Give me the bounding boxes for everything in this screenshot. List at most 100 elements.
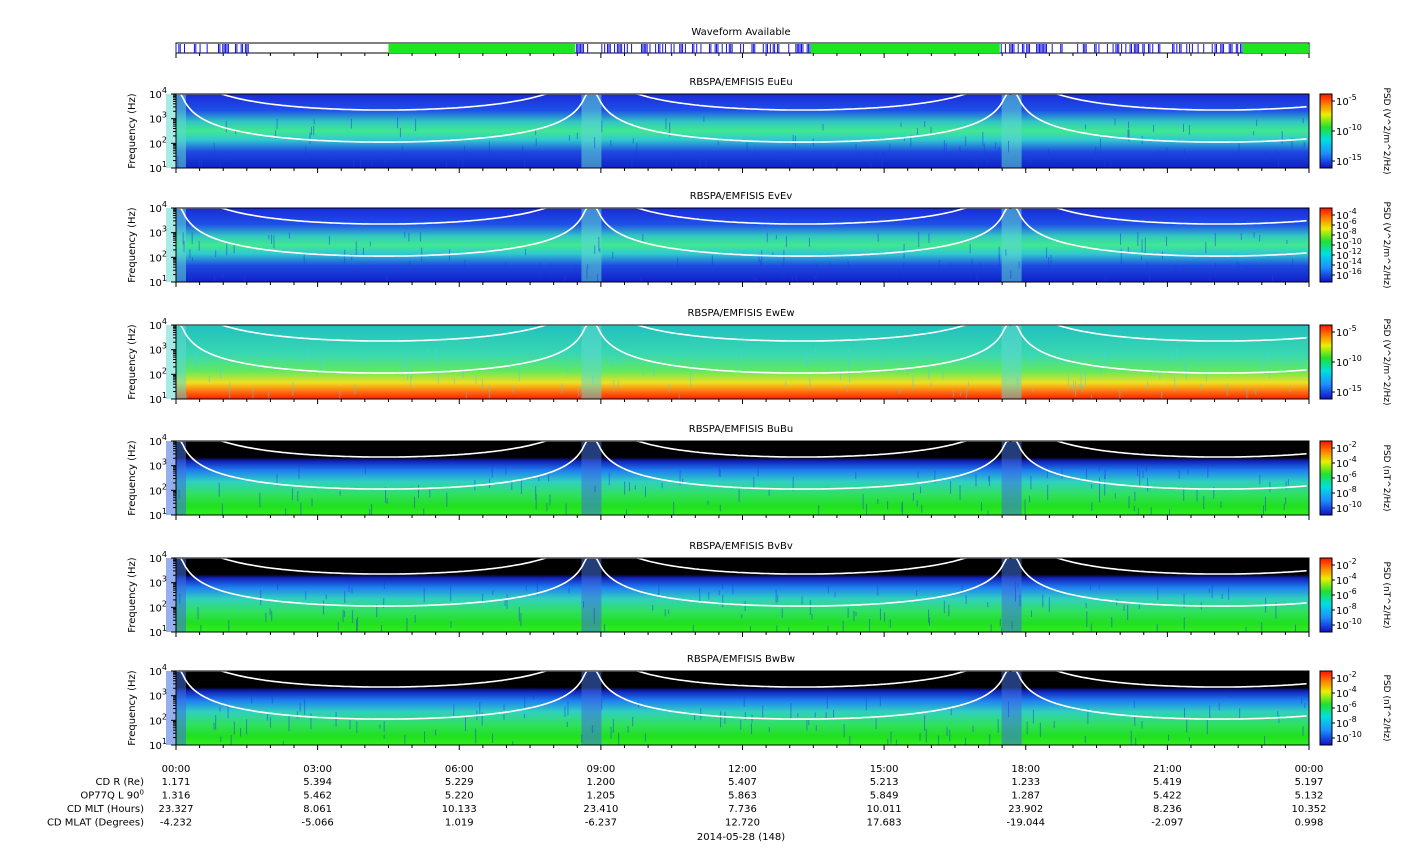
cyclotron-lines: [176, 670, 1307, 720]
y-tick-label: 102: [149, 249, 167, 264]
date-label: 2014-05-28 (148): [697, 832, 785, 843]
ephemeris-value: 10.352: [1292, 804, 1327, 815]
cyclotron-arc: [1011, 440, 1307, 458]
cyclotron-arc: [176, 207, 592, 225]
ephemeris-value: 1.019: [445, 818, 474, 829]
time-tick-label: 09:00: [586, 764, 615, 775]
y-tick-label: 101: [149, 507, 167, 522]
cyclotron-arc: [176, 324, 592, 342]
colorbar-tick-label: 10-8: [1336, 485, 1357, 500]
ephemeris-value: 23.327: [159, 804, 194, 815]
ephemeris-value: 1.233: [1011, 777, 1040, 788]
panel-5: RBSPA/EMFISIS BvBv 101 102 103 104 Frequency …: [127, 541, 1391, 639]
ephemeris-value: 1.171: [162, 777, 191, 788]
spectrogram-texture: [182, 231, 1294, 282]
ephemeris-value: 12.720: [725, 818, 760, 829]
y-tick-label: 103: [149, 111, 167, 126]
cyclotron-lines: [176, 324, 1307, 374]
colorbar-tick-label: 10-10: [1336, 730, 1362, 745]
perigee-band: [581, 558, 602, 632]
ephemeris-row-label: OP77Q L 900: [80, 789, 144, 802]
time-tick-label: 00:00: [162, 764, 191, 775]
panel-title: RBSPA/EMFISIS BuBu: [689, 424, 793, 435]
perigee-band: [1001, 94, 1022, 168]
y-tick-label: 104: [149, 663, 167, 678]
ephemeris-value: 17.683: [867, 818, 902, 829]
colorbar-tick-label: 10-2: [1336, 557, 1357, 572]
cyclotron-arc: [591, 324, 1010, 342]
time-tick-label: 12:00: [728, 764, 757, 775]
ephemeris-value: 5.132: [1295, 791, 1324, 802]
colorbar-label: PSD (nT^2/Hz): [1381, 562, 1391, 629]
time-tick-label: 00:00: [1295, 764, 1324, 775]
cyclotron-arc: [1011, 93, 1307, 111]
cyclotron-arc: [1011, 324, 1307, 342]
y-tick-label: 104: [149, 200, 167, 215]
time-axis: 00:00 03:00 06:00 09:00 12:00 15:00 18:00 21:00…: [162, 764, 1324, 775]
colorbar: [1319, 93, 1333, 169]
cyclotron-arc: [176, 93, 592, 143]
waveform-title: Waveform Available: [691, 27, 790, 38]
ephemeris-value: -5.066: [302, 818, 334, 829]
y-axis-label: Frequency (Hz): [127, 440, 138, 516]
cyclotron-arc: [176, 440, 592, 490]
panel-3: RBSPA/EMFISIS EwEw 101 102 103 104 Frequency …: [127, 308, 1391, 406]
cyclotron-arc: [176, 670, 592, 720]
ephemeris-value: 1.200: [587, 777, 616, 788]
colorbar-tick-label: 10-10: [1336, 500, 1362, 515]
colorbar: [1319, 324, 1333, 400]
ephemeris-value: 10.011: [867, 804, 902, 815]
cyclotron-arc: [1011, 440, 1307, 490]
y-tick-label: 102: [149, 599, 167, 614]
ephemeris-value: 10.133: [442, 804, 477, 815]
cyclotron-arc: [176, 440, 592, 458]
y-tick-label: 101: [149, 160, 167, 175]
colorbar-tick-label: 10-10: [1336, 354, 1362, 369]
y-tick-label: 103: [149, 575, 167, 590]
spectrogram-image: [176, 441, 1309, 515]
panel-title: RBSPA/EMFISIS EvEv: [690, 191, 793, 202]
ephemeris-value: -4.232: [160, 818, 192, 829]
waveform-continuous-segment: [388, 44, 575, 53]
ephemeris-value: 5.407: [728, 777, 757, 788]
cyclotron-arc: [176, 93, 592, 111]
ephemeris-value: 5.422: [1153, 791, 1182, 802]
colorbar-tick-label: 10-5: [1336, 324, 1357, 339]
ephemeris-value: 1.316: [162, 791, 191, 802]
colorbar-tick-label: 10-6: [1336, 470, 1357, 485]
cyclotron-arc: [591, 207, 1010, 225]
y-tick-label: 101: [149, 737, 167, 752]
ephemeris-value: 5.394: [303, 777, 332, 788]
colorbar-label: PSD (V^2/m^2/Hz): [1381, 319, 1391, 406]
colorbar-tick-label: 10-15: [1336, 384, 1362, 399]
y-tick-label: 102: [149, 712, 167, 727]
time-tick-label: 18:00: [1011, 764, 1040, 775]
colorbar-tick-label: 10-4: [1336, 207, 1357, 222]
perigee-band: [581, 94, 602, 168]
perigee-band: [581, 671, 602, 745]
y-tick-label: 102: [149, 366, 167, 381]
cyclotron-arc: [1011, 207, 1307, 257]
y-tick-label: 103: [149, 688, 167, 703]
colorbar-tick-label: 10-14: [1336, 257, 1362, 272]
colorbar-tick-label: 10-16: [1336, 267, 1362, 282]
y-tick-label: 104: [149, 433, 167, 448]
cyclotron-arc: [591, 93, 1010, 143]
ephemeris-value: 5.849: [870, 791, 899, 802]
ephemeris-row-label: CD R (Re): [96, 777, 145, 788]
colorbar: [1319, 670, 1333, 746]
perigee-band: [1001, 325, 1022, 399]
y-tick-label: 104: [149, 317, 167, 332]
cyclotron-arc: [176, 324, 592, 374]
cyclotron-arc: [591, 670, 1010, 688]
colorbar-tick-label: 10-8: [1336, 227, 1357, 242]
y-tick-label: 102: [149, 482, 167, 497]
cyclotron-arc: [1011, 557, 1307, 575]
time-tick-label: 21:00: [1153, 764, 1182, 775]
ephemeris-value: 5.197: [1295, 777, 1324, 788]
spectrogram-image: [176, 558, 1309, 632]
spectrogram-image: [176, 325, 1309, 399]
cyclotron-arc: [1011, 207, 1307, 225]
ephemeris-value: -6.237: [585, 818, 617, 829]
ephemeris-table: CD R (Re) 1.171 5.394 5.229 1.200 5.407 5.213 1…: [47, 777, 1327, 829]
